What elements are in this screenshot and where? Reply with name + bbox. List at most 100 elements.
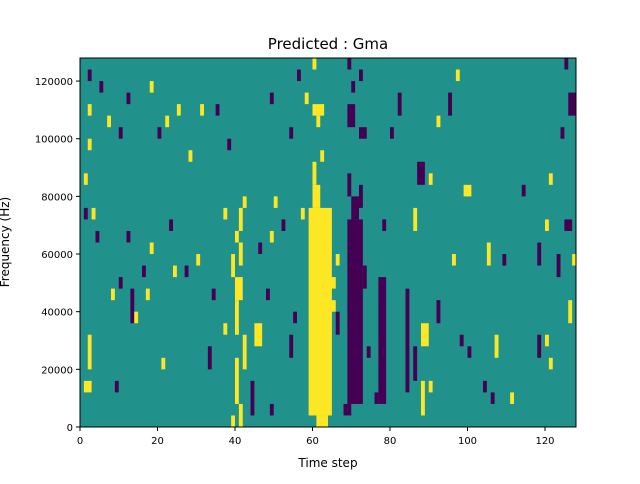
heatmap-cell (335, 254, 340, 266)
x-tick-label: 40 (229, 436, 242, 447)
heatmap-cell (207, 346, 212, 370)
heatmap-cell (312, 161, 317, 185)
heatmap-cell (328, 277, 336, 289)
heatmap-cell (486, 242, 491, 266)
heatmap-cell (289, 334, 294, 358)
y-tick-label: 120000 (35, 77, 73, 88)
heatmap-cell (421, 380, 425, 416)
heatmap-cell (560, 127, 565, 139)
heatmap-cell (188, 150, 193, 162)
heatmap-cell (165, 115, 170, 128)
heatmap-cell (351, 196, 359, 220)
heatmap-cell (397, 92, 402, 116)
heatmap-cell (111, 288, 115, 301)
heatmap-cell (483, 380, 487, 393)
y-tick-label: 100000 (35, 135, 73, 146)
heatmap-cell (390, 127, 394, 139)
y-tick-label: 40000 (41, 308, 73, 319)
heatmap-cell (556, 254, 561, 278)
heatmap-cell (328, 300, 336, 312)
heatmap-cell (235, 357, 239, 404)
heatmap-cell (269, 92, 274, 105)
heatmap-cell (300, 207, 305, 220)
heatmap-cell (95, 230, 100, 243)
heatmap-cell (521, 184, 526, 197)
heatmap-cell (537, 242, 542, 266)
heatmap-cell (537, 334, 542, 358)
heatmap-cell (297, 69, 301, 82)
x-tick-label: 0 (77, 436, 83, 447)
heatmap-cell (316, 415, 328, 427)
heatmap-cell (359, 127, 367, 139)
x-axis-label: Time step (297, 456, 357, 470)
x-tick-label: 100 (458, 436, 477, 447)
heatmap-cell (428, 173, 433, 185)
heatmap-cell (87, 104, 92, 116)
heatmap-cell (238, 403, 243, 427)
heatmap-cell (572, 254, 576, 266)
heatmap-cell (545, 219, 549, 231)
heatmap-cell (266, 288, 270, 301)
heatmap-cell (87, 138, 92, 151)
heatmap-cell (308, 207, 332, 416)
heatmap-cell (215, 104, 220, 116)
heatmap-cell (87, 69, 92, 82)
heatmap-cell (359, 69, 363, 82)
heatmap-cell (289, 127, 294, 139)
heatmap-cell (545, 334, 549, 347)
heatmap-cell (413, 346, 418, 381)
heatmap-cell (421, 323, 429, 347)
heatmap-cell (235, 230, 239, 243)
heatmap-cell (235, 277, 243, 301)
heatmap-cell (107, 115, 111, 128)
y-tick-label: 20000 (41, 365, 73, 376)
heatmap-cell (87, 334, 92, 370)
x-tick-label: 20 (151, 436, 164, 447)
heatmap-cell (126, 92, 131, 105)
heatmap-cell (564, 219, 573, 231)
heatmap-cell (359, 184, 363, 208)
heatmap-cell (343, 403, 352, 416)
y-axis-label: Frequency (Hz) (0, 197, 12, 288)
heatmap-cell (502, 254, 507, 266)
heatmap-cell (312, 104, 325, 116)
heatmap-cell (99, 81, 104, 93)
heatmap-cell (347, 104, 356, 128)
heatmap-cell (452, 254, 456, 266)
heatmap-cell (463, 184, 472, 197)
heatmap-cell (351, 81, 356, 93)
plot-frame (79, 57, 577, 428)
heatmap-cell (455, 69, 460, 82)
heatmap-cell (378, 277, 387, 404)
heatmap-cell (142, 265, 146, 278)
heatmap-cell (436, 115, 441, 128)
heatmap-cell (118, 127, 123, 139)
heatmap-cell (157, 127, 162, 139)
heatmap-cell (223, 207, 228, 220)
heatmap-cell (312, 58, 317, 70)
heatmap-cell (211, 288, 216, 301)
heatmap-cell (320, 150, 325, 162)
heatmap-cell (83, 207, 88, 220)
heatmap-cell (184, 265, 189, 278)
heatmap-cell (231, 415, 235, 427)
heatmap-cell (149, 242, 154, 255)
heatmap-cell (196, 254, 201, 266)
heatmap-cell (417, 161, 425, 185)
heatmap-cell (223, 323, 228, 335)
heatmap-cell (145, 288, 150, 301)
heatmap-cell (169, 219, 173, 231)
y-tick-label: 0 (67, 423, 73, 434)
heatmap-cell (83, 173, 88, 185)
heatmap-cell (238, 242, 243, 266)
heatmap-cell (382, 219, 387, 231)
heatmap-cell (467, 346, 472, 358)
x-tick-label: 80 (384, 436, 397, 447)
heatmap-cell (510, 392, 514, 404)
heatmap-cell (250, 380, 255, 416)
heatmap-cell (238, 207, 243, 231)
heatmap-cell (304, 92, 309, 105)
heatmap-cell (161, 357, 166, 370)
heatmap-cell (149, 81, 154, 93)
heatmap-cell (366, 346, 371, 358)
